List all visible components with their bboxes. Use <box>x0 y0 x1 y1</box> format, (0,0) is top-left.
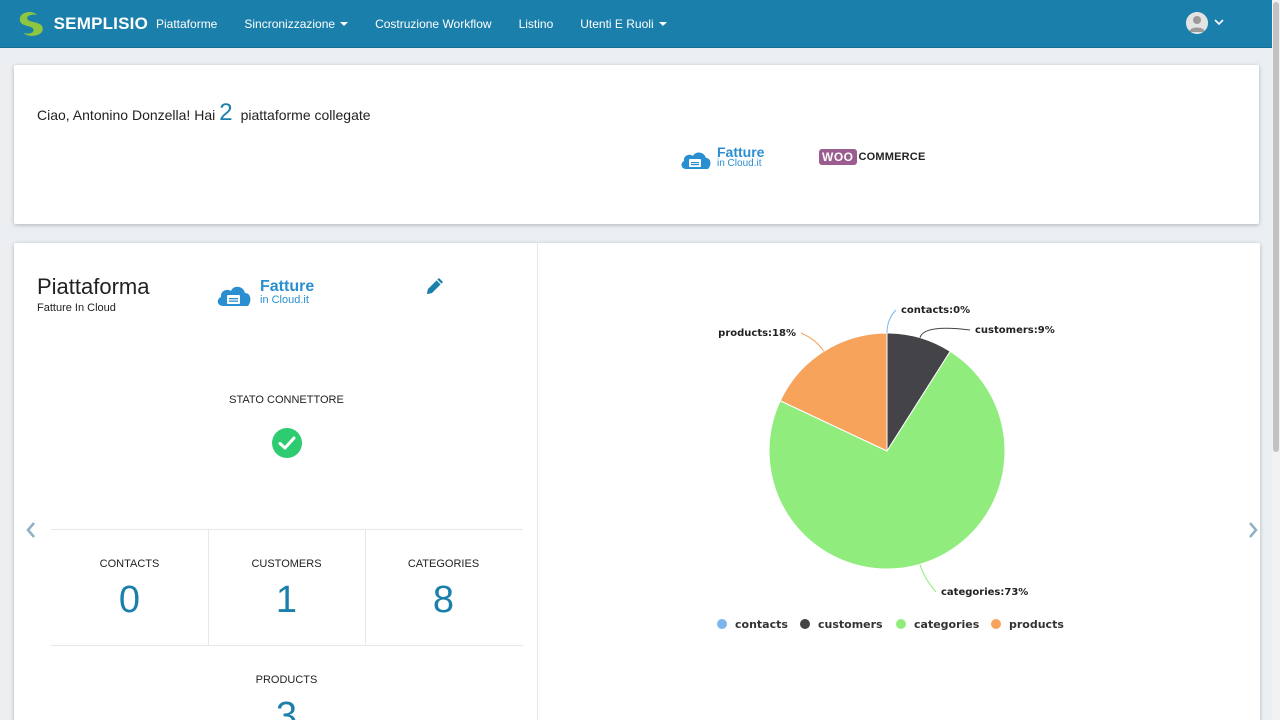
stat-value: 8 <box>432 579 455 621</box>
stats-column-divider <box>208 529 209 645</box>
brand-logo[interactable]: SEMPLISIO <box>14 9 148 39</box>
connector-products <box>800 332 825 352</box>
welcome-card: Ciao, Antonino Donzella! Hai 2 piattafor… <box>14 65 1259 224</box>
platform-logo-sub: in Cloud.it <box>260 294 309 306</box>
pie-slice-categories[interactable] <box>768 350 1006 570</box>
chevron-down-icon <box>1214 17 1224 29</box>
stat-value: 1 <box>275 579 298 621</box>
platform-card: Piattaforma Fatture In Cloud Fatture in … <box>14 243 1260 720</box>
stat-label: CUSTOMERS <box>251 558 322 570</box>
data-label-products: products:18% <box>718 328 796 339</box>
cloud-icon <box>681 152 711 169</box>
stat-customers: CUSTOMERS 1 <box>208 558 365 622</box>
avatar <box>1186 12 1208 34</box>
legend-marker-categories <box>896 619 906 629</box>
stat-label: PRODUCTS <box>255 674 318 686</box>
data-label-categories: categories:73% <box>941 587 1028 598</box>
stat-contacts: CONTACTS 0 <box>51 558 208 622</box>
stat-label: CONTACTS <box>99 558 160 570</box>
platform-count: 2 <box>219 99 233 126</box>
platform-logo-title: Fatture <box>260 278 315 295</box>
stat-value: 3 <box>275 695 298 720</box>
stat-categories: CATEGORIES 8 <box>365 558 522 622</box>
nav-label: Listino <box>518 16 554 31</box>
edit-pencil-icon[interactable] <box>424 275 446 297</box>
cloud-icon <box>217 286 251 306</box>
nav-piattaforme[interactable]: Piattaforme <box>156 17 217 31</box>
stat-value: 0 <box>118 579 141 621</box>
woocommerce-logo[interactable]: WOO COMMERCE <box>819 149 926 165</box>
nav-listino[interactable]: Listino <box>519 17 554 31</box>
connector-customers <box>919 327 971 338</box>
nav-costruzione-workflow[interactable]: Costruzione Workflow <box>375 17 491 31</box>
stats-divider <box>51 645 523 646</box>
nav-label: Costruzione Workflow <box>375 16 492 31</box>
stats-divider <box>51 529 523 530</box>
caret-down-icon <box>658 21 667 26</box>
carousel-prev-icon[interactable] <box>25 520 37 546</box>
semplisio-logo-icon <box>19 11 43 36</box>
legend-item-products[interactable]: products <box>1009 618 1064 631</box>
data-label-customers: customers:9% <box>975 325 1055 336</box>
fatture-logo-sub: in Cloud.it <box>717 158 762 169</box>
fatture-in-cloud-logo[interactable]: Fatture in Cloud.it <box>680 145 770 178</box>
nav-label: Utenti E Ruoli <box>580 16 654 31</box>
legend-item-categories[interactable]: categories <box>914 618 980 631</box>
nav-sincronizzazione[interactable]: Sincronizzazione <box>244 16 349 31</box>
connector-categories <box>919 564 937 593</box>
check-circle-icon <box>272 428 302 458</box>
legend-item-contacts[interactable]: contacts <box>735 618 788 631</box>
platform-name: Fatture In Cloud <box>37 302 116 314</box>
pie-chart-svg: contacts:0% customers:9% categories:73% pro… <box>717 305 1064 631</box>
page-scrollbar[interactable] <box>1272 0 1280 720</box>
platform-title: Piattaforma <box>37 274 150 299</box>
stat-products: PRODUCTS 3 <box>208 674 365 720</box>
carousel-next-icon[interactable] <box>1247 520 1259 546</box>
platform-logo: Fatture in Cloud.it <box>217 279 317 314</box>
vertical-divider <box>537 243 538 720</box>
legend-item-customers[interactable]: customers <box>818 618 883 631</box>
woo-badge: WOO <box>819 149 857 165</box>
brand-name: SEMPLISIO <box>53 13 148 33</box>
legend-marker-contacts <box>717 619 727 629</box>
pie-chart: contacts:0% customers:9% categories:73% pro… <box>537 243 1260 720</box>
caret-down-icon <box>340 21 349 26</box>
fatture-logo-title: Fatture <box>717 144 765 160</box>
woo-text: COMMERCE <box>858 151 926 163</box>
stats-column-divider <box>365 529 366 645</box>
data-label-contacts: contacts:0% <box>901 305 970 316</box>
greeting-text: Ciao, Antonino Donzella! Hai <box>37 107 216 123</box>
pie-slice-products[interactable] <box>779 332 888 452</box>
top-navbar: SEMPLISIO Piattaforme Sincronizzazione C… <box>0 0 1272 48</box>
nav-utenti-e-ruoli[interactable]: Utenti E Ruoli <box>580 16 667 31</box>
user-menu[interactable] <box>1186 12 1224 34</box>
nav-label: Piattaforme <box>156 16 218 31</box>
connector-status-label: STATO CONNETTORE <box>229 394 344 406</box>
nav-label: Sincronizzazione <box>244 16 336 31</box>
greeting-suffix: piattaforme collegate <box>240 107 371 123</box>
user-avatar-icon <box>1186 12 1208 34</box>
connector-contacts <box>886 309 897 334</box>
stat-label: CATEGORIES <box>407 558 480 570</box>
legend-marker-customers <box>800 619 810 629</box>
scrollbar-thumb[interactable] <box>1273 2 1279 452</box>
welcome-message: Ciao, Antonino Donzella! Hai 2 piattafor… <box>37 99 371 127</box>
legend-marker-products <box>991 619 1001 629</box>
